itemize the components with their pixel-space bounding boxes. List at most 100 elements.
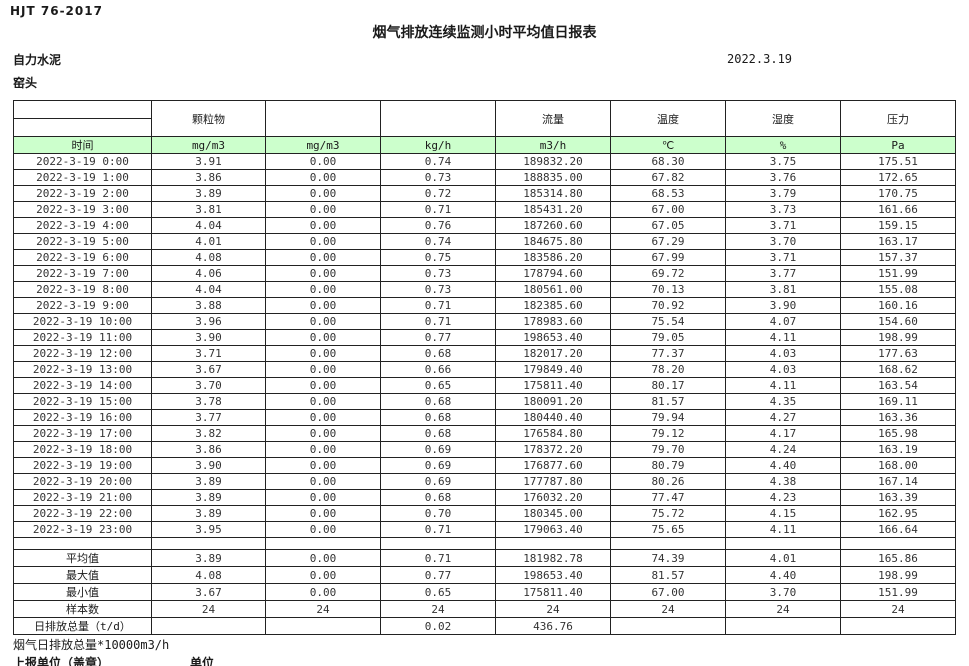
value-cell: 4.04 [151,281,266,298]
value-cell: 3.70 [151,377,266,394]
unit-header-m3h: m3/h [495,136,611,154]
value-cell: 166.64 [840,521,956,538]
value-cell: 0.71 [380,549,496,567]
value-cell: 0.00 [265,361,381,378]
hourly-data-row: 2022-3-19 21:00 3.89 0.00 0.68 176032.20 77.4… [13,489,956,506]
value-cell: 3.70 [725,583,841,601]
value-cell: 4.15 [725,505,841,522]
row-label: 2022-3-19 5:00 [13,233,152,250]
row-label: 2022-3-19 23:00 [13,521,152,538]
unit-header-time: 时间 [13,136,152,154]
value-cell: 3.70 [725,233,841,250]
value-cell: 198.99 [840,329,956,346]
value-cell: 0.69 [380,457,496,474]
value-cell: 175811.40 [495,377,611,394]
unit-header-percent: % [725,136,841,154]
value-cell: 0.00 [265,489,381,506]
value-cell: 75.65 [610,521,726,538]
value-cell: 0.65 [380,583,496,601]
value-cell: 198.99 [840,566,956,584]
hourly-data-row: 2022-3-19 7:00 4.06 0.00 0.73 178794.60 69.72… [13,265,956,282]
flow-total-note: 烟气日排放总量*10000m3/h [13,638,170,652]
value-cell: 0.00 [265,169,381,186]
value-cell: 0.00 [265,409,381,426]
value-cell: 0.00 [265,473,381,490]
value-cell: 68.30 [610,153,726,170]
value-cell: 67.82 [610,169,726,186]
value-cell: 3.73 [725,201,841,218]
group-header-blank-1 [265,100,381,137]
value-cell: 4.27 [725,409,841,426]
value-cell: 3.71 [151,345,266,362]
hourly-data-row: 2022-3-19 11:00 3.90 0.00 0.77 198653.40 79.0… [13,329,956,346]
value-cell: 3.91 [151,153,266,170]
unit-header-mgm3-2: mg/m3 [265,136,381,154]
value-cell: 185431.20 [495,201,611,218]
row-label: 2022-3-19 20:00 [13,473,152,490]
row-label: 2022-3-19 13:00 [13,361,152,378]
value-cell: 188835.00 [495,169,611,186]
value-cell: 3.90 [151,457,266,474]
row-label: 样本数 [13,600,152,618]
value-cell: 4.03 [725,345,841,362]
value-cell: 24 [151,600,266,618]
row-label: 2022-3-19 2:00 [13,185,152,202]
unit-label: 单位 [190,656,215,666]
value-cell: 178372.20 [495,441,611,458]
value-cell: 79.70 [610,441,726,458]
row-label: 2022-3-19 3:00 [13,201,152,218]
value-cell: 0.00 [265,457,381,474]
value-cell: 3.71 [725,217,841,234]
value-cell: 436.76 [495,617,611,635]
value-cell: 4.17 [725,425,841,442]
value-cell: 182385.60 [495,297,611,314]
value-cell: 4.01 [725,549,841,567]
value-cell: 187260.60 [495,217,611,234]
value-cell: 0.00 [265,249,381,266]
value-cell: 155.08 [840,281,956,298]
value-cell: 0.00 [265,281,381,298]
value-cell: 177787.80 [495,473,611,490]
value-cell: 0.71 [380,521,496,538]
separator-row [13,537,956,550]
value-cell: 24 [380,600,496,618]
value-cell: 80.79 [610,457,726,474]
value-cell: 175811.40 [495,583,611,601]
row-label: 2022-3-19 19:00 [13,457,152,474]
value-cell: 3.88 [151,297,266,314]
hourly-data-row: 2022-3-19 5:00 4.01 0.00 0.74 184675.80 67.29… [13,233,956,250]
value-cell: 0.74 [380,233,496,250]
value-cell: 159.15 [840,217,956,234]
value-cell: 0.00 [265,217,381,234]
value-cell: 183586.20 [495,249,611,266]
value-cell: 169.11 [840,393,956,410]
value-cell: 4.40 [725,457,841,474]
hourly-data-row: 2022-3-19 1:00 3.86 0.00 0.73 188835.00 67.82… [13,169,956,186]
row-label: 日排放总量（t/d） [13,617,152,635]
value-cell: 70.92 [610,297,726,314]
value-cell: 0.00 [265,345,381,362]
value-cell: 0.00 [265,505,381,522]
row-label: 2022-3-19 9:00 [13,297,152,314]
value-cell: 198653.40 [495,566,611,584]
row-label: 平均值 [13,549,152,567]
row-label: 2022-3-19 15:00 [13,393,152,410]
value-cell: 4.35 [725,393,841,410]
value-cell: 0.71 [380,297,496,314]
value-cell: 0.73 [380,281,496,298]
hourly-data-row: 2022-3-19 12:00 3.71 0.00 0.68 182017.20 77.3… [13,345,956,362]
value-cell: 0.65 [380,377,496,394]
value-cell: 3.90 [725,297,841,314]
hourly-data-row: 2022-3-19 14:00 3.70 0.00 0.65 175811.40 80.1… [13,377,956,394]
value-cell: 4.38 [725,473,841,490]
value-cell [495,537,611,550]
row-label: 2022-3-19 18:00 [13,441,152,458]
row-label: 2022-3-19 17:00 [13,425,152,442]
value-cell: 0.00 [265,566,381,584]
value-cell: 0.68 [380,345,496,362]
hourly-data-row: 2022-3-19 17:00 3.82 0.00 0.68 176584.80 79.1… [13,425,956,442]
value-cell: 4.03 [725,361,841,378]
row-label: 2022-3-19 22:00 [13,505,152,522]
value-cell: 4.23 [725,489,841,506]
